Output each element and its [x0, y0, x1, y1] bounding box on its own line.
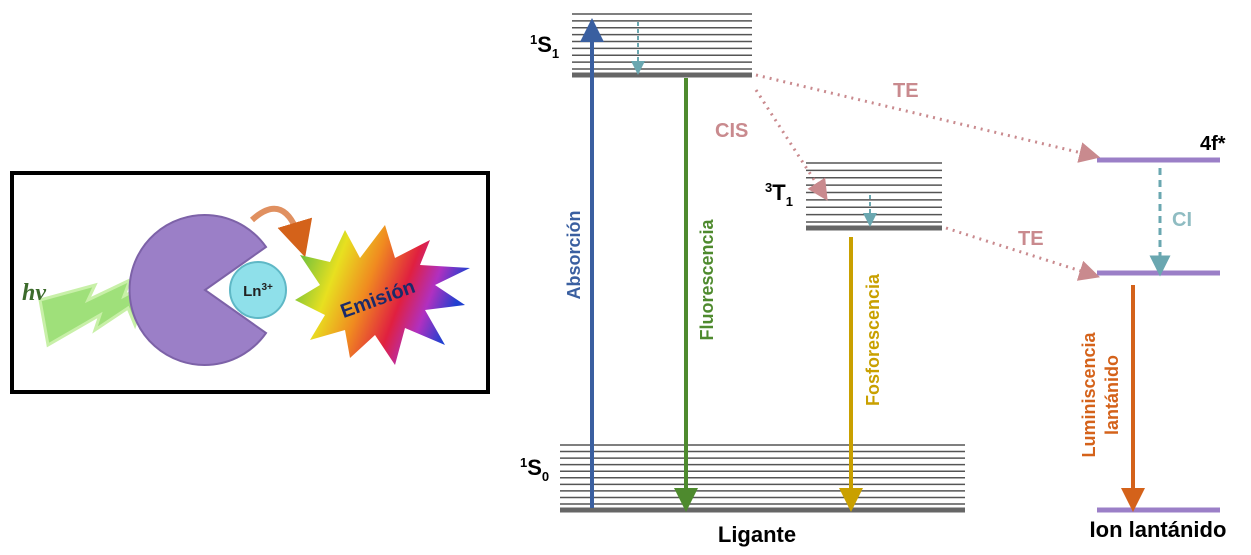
base: T [772, 180, 786, 205]
ion-base: Ln [243, 283, 261, 300]
phosphorescence-label: Fosforescencia [863, 273, 883, 406]
cis-label: CIS [715, 120, 748, 142]
diagram: hν Ln3+ Emisión 1S1 3T1 1S0 4f* Absorció… [0, 0, 1251, 550]
base: S [527, 455, 542, 480]
ion-sup: 3+ [261, 282, 273, 293]
t1-label: 3T1 [765, 180, 793, 209]
te-label: TE [893, 80, 919, 102]
sup: 1 [520, 455, 527, 470]
sup: 1 [530, 32, 537, 47]
te-arrow [756, 75, 1090, 155]
sup: 3 [765, 180, 772, 195]
te-label: TE [1018, 228, 1044, 250]
s0-label: 1S0 [520, 455, 549, 484]
cis-arrow [756, 90, 822, 192]
photon-label: hν [22, 280, 46, 306]
luminescence-label: Luminiscencia [1079, 331, 1099, 457]
sub: 0 [542, 469, 549, 484]
base: S [537, 32, 552, 57]
ligand-label: Ligante [718, 522, 796, 547]
ion-footer: Ion lantánido [1090, 517, 1227, 542]
s1-label: 1S1 [530, 32, 559, 61]
fluorescence-label: Fluorescencia [697, 218, 717, 340]
luminescence-label: lantánido [1102, 355, 1122, 435]
sub: 1 [552, 46, 559, 61]
4f-label: 4f* [1200, 133, 1226, 155]
absorption-label: Absorción [564, 210, 584, 299]
ci-label: CI [1172, 209, 1192, 231]
sub: 1 [786, 194, 793, 209]
